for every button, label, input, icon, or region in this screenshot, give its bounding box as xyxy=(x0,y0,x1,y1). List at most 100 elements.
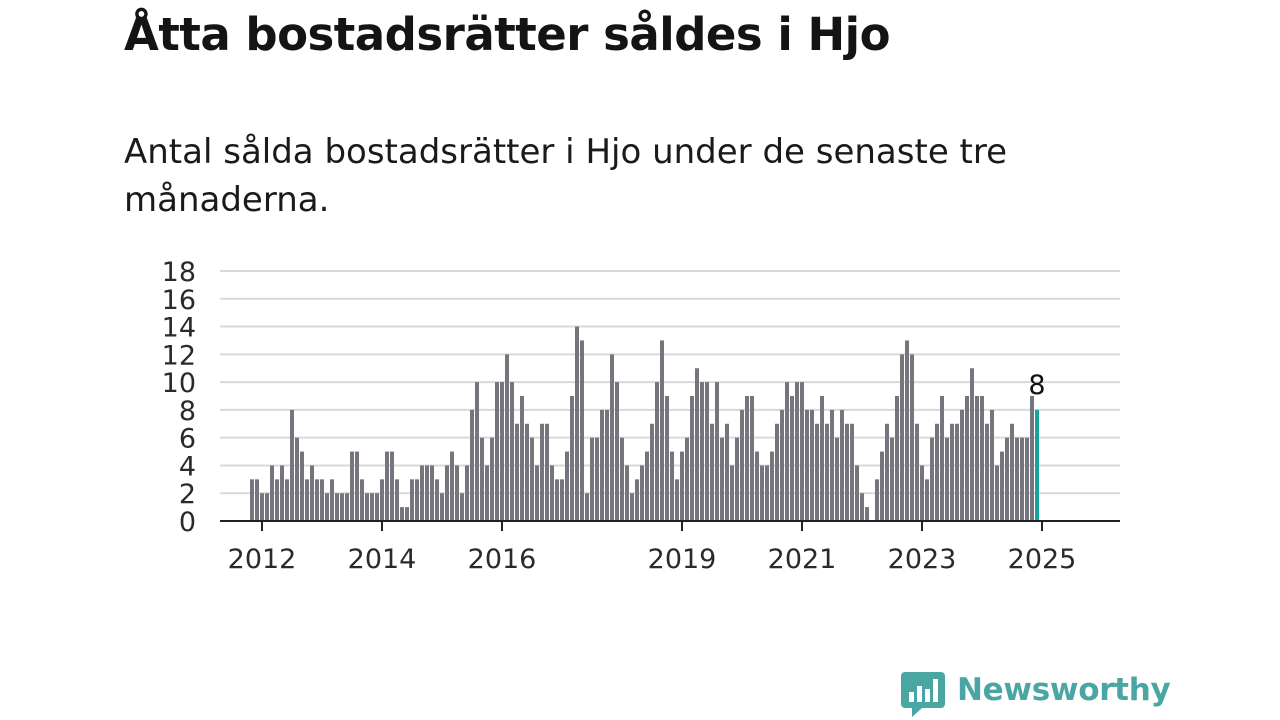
y-tick-label: 12 xyxy=(162,340,196,371)
bar xyxy=(810,409,814,521)
bar xyxy=(560,479,564,521)
bar xyxy=(580,340,584,521)
bar xyxy=(350,451,354,521)
page-title: Åtta bostadsrätter såldes i Hjo xyxy=(124,8,890,61)
bar xyxy=(650,423,654,521)
bar xyxy=(860,493,864,521)
bar xyxy=(270,465,274,521)
bar xyxy=(460,493,464,521)
bar xyxy=(700,382,704,521)
bar xyxy=(830,409,834,521)
bar xyxy=(790,396,794,521)
bar xyxy=(955,423,959,521)
bar xyxy=(920,465,924,521)
bar xyxy=(680,451,684,521)
bar xyxy=(585,493,589,521)
bar xyxy=(570,396,574,521)
bar xyxy=(610,354,614,521)
bar xyxy=(310,465,314,521)
bar xyxy=(720,437,724,521)
bar xyxy=(340,493,344,521)
bar xyxy=(425,465,429,521)
y-tick-label: 8 xyxy=(179,396,196,427)
bar xyxy=(330,479,334,521)
bar xyxy=(1025,437,1029,521)
bar xyxy=(355,451,359,521)
bar xyxy=(1020,437,1024,521)
x-tick-label: 2016 xyxy=(468,544,537,575)
y-tick-label: 6 xyxy=(179,424,196,455)
bar xyxy=(930,437,934,521)
bar xyxy=(995,465,999,521)
bar xyxy=(265,493,269,521)
y-tick-label: 16 xyxy=(162,285,196,316)
bar xyxy=(685,437,689,521)
bar xyxy=(380,479,384,521)
brand-name: Newsworthy xyxy=(957,672,1171,708)
bar xyxy=(420,465,424,521)
x-axis: 2012 2014 2016 2019 2021 2023 2025 xyxy=(220,520,1120,575)
bar xyxy=(520,396,524,521)
bar xyxy=(325,493,329,521)
bar xyxy=(770,451,774,521)
bar xyxy=(290,409,294,521)
bar xyxy=(345,493,349,521)
bar xyxy=(470,409,474,521)
x-tick-label: 2012 xyxy=(228,544,297,575)
bar xyxy=(960,409,964,521)
bar xyxy=(795,382,799,521)
bar xyxy=(950,423,954,521)
bar xyxy=(365,493,369,521)
bar xyxy=(450,451,454,521)
bar xyxy=(320,479,324,521)
bar xyxy=(605,409,609,521)
bar xyxy=(555,479,559,521)
y-tick-label: 14 xyxy=(162,313,196,344)
bar xyxy=(800,382,804,521)
bar xyxy=(965,396,969,521)
bar xyxy=(575,326,579,521)
bar xyxy=(780,409,784,521)
bar xyxy=(545,423,549,521)
bar xyxy=(500,382,504,521)
bar xyxy=(515,423,519,521)
bar xyxy=(845,423,849,521)
bar xyxy=(430,465,434,521)
bars xyxy=(250,326,1039,521)
bar xyxy=(390,451,394,521)
bar xyxy=(660,340,664,521)
bar xyxy=(725,423,729,521)
bar xyxy=(635,479,639,521)
bar xyxy=(990,409,994,521)
y-tick-label: 18 xyxy=(162,257,196,288)
bar xyxy=(985,423,989,521)
bar xyxy=(755,451,759,521)
bar xyxy=(295,437,299,521)
bar xyxy=(850,423,854,521)
bar xyxy=(820,396,824,521)
bar xyxy=(465,465,469,521)
bar xyxy=(455,465,459,521)
bar xyxy=(275,479,279,521)
bar xyxy=(885,423,889,521)
bar xyxy=(890,437,894,521)
x-tick-label: 2019 xyxy=(648,544,717,575)
bar xyxy=(415,479,419,521)
bar xyxy=(915,423,919,521)
bar xyxy=(1030,396,1034,521)
bar xyxy=(255,479,259,521)
x-tick-label: 2025 xyxy=(1008,544,1077,575)
bar xyxy=(1005,437,1009,521)
bar xyxy=(730,465,734,521)
bar-chart-speech-bubble-icon xyxy=(901,672,945,717)
bar xyxy=(405,507,409,521)
bar xyxy=(705,382,709,521)
bar xyxy=(490,437,494,521)
annotations: 8 xyxy=(1028,370,1045,401)
bar xyxy=(690,396,694,521)
bar xyxy=(410,479,414,521)
bar xyxy=(675,479,679,521)
bar xyxy=(775,423,779,521)
bar xyxy=(925,479,929,521)
